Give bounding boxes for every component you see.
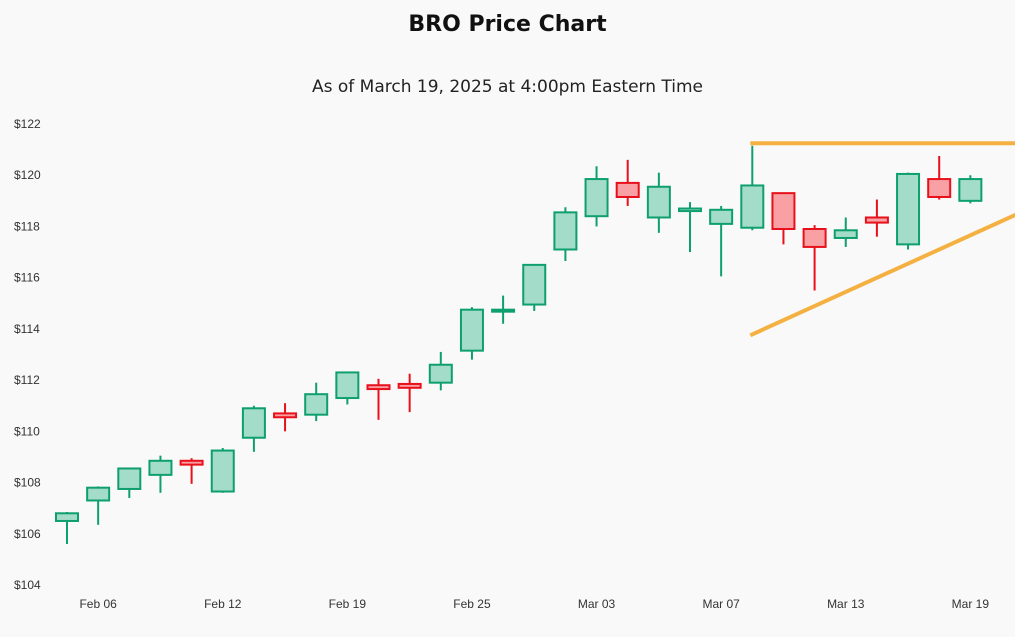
candle-body-up — [459, 308, 484, 352]
candle-body-down — [864, 216, 889, 224]
candle-body-up — [210, 449, 235, 493]
candle-body-up — [241, 407, 266, 439]
candle-body-down — [771, 192, 796, 231]
candle-body-down — [927, 178, 952, 198]
candle-body-down — [802, 228, 827, 248]
candle-body-down — [615, 181, 640, 198]
x-tick-label: Feb 25 — [453, 597, 491, 611]
y-tick-label: $108 — [14, 476, 41, 490]
y-tick-label: $110 — [14, 424, 40, 438]
candle-body-down — [397, 382, 422, 389]
candle-body-up — [833, 229, 858, 239]
candle-body-up — [86, 486, 111, 502]
candle-body-up — [428, 363, 453, 384]
candle-body-up — [491, 308, 516, 313]
x-tick-label: Mar 03 — [578, 597, 616, 611]
candle-body-down — [366, 384, 391, 391]
y-tick-label: $112 — [14, 373, 40, 387]
x-tick-label: Feb 06 — [79, 597, 117, 611]
y-tick-label: $122 — [14, 117, 41, 131]
candle-body-down — [273, 412, 298, 419]
candle-body-up — [646, 185, 671, 219]
y-tick-label: $114 — [14, 322, 40, 336]
y-tick-label: $120 — [14, 168, 41, 182]
chart-title: BRO Price Chart — [408, 12, 607, 37]
support-trendline — [749, 212, 1015, 338]
x-tick-label: Mar 19 — [952, 597, 990, 611]
x-tick-label: Mar 13 — [827, 597, 865, 611]
candle-body-up — [740, 184, 765, 229]
candle-body-up — [584, 178, 609, 218]
candle-body-up — [709, 208, 734, 225]
y-tick-label: $106 — [14, 527, 41, 541]
x-tick-label: Feb 12 — [204, 597, 242, 611]
chart-subtitle: As of March 19, 2025 at 4:00pm Eastern T… — [311, 77, 704, 97]
y-tick-label: $116 — [14, 271, 40, 285]
candle-body-up — [55, 512, 79, 522]
candle-body-up — [304, 393, 329, 416]
x-tick-label: Feb 19 — [329, 597, 367, 611]
candle-body-up — [896, 172, 921, 246]
candle-body-up — [335, 371, 360, 400]
candle-body-up — [553, 211, 578, 251]
candle-body-down — [179, 459, 204, 466]
y-tick-label: $118 — [14, 219, 40, 233]
y-tick-label: $104 — [14, 578, 41, 592]
x-tick-label: Mar 07 — [702, 597, 740, 611]
candle-body-up — [958, 178, 983, 202]
candle-body-up — [117, 467, 142, 490]
candle-body-up — [678, 207, 702, 213]
candle-body-up — [522, 263, 547, 306]
candle-body-up — [148, 459, 173, 476]
